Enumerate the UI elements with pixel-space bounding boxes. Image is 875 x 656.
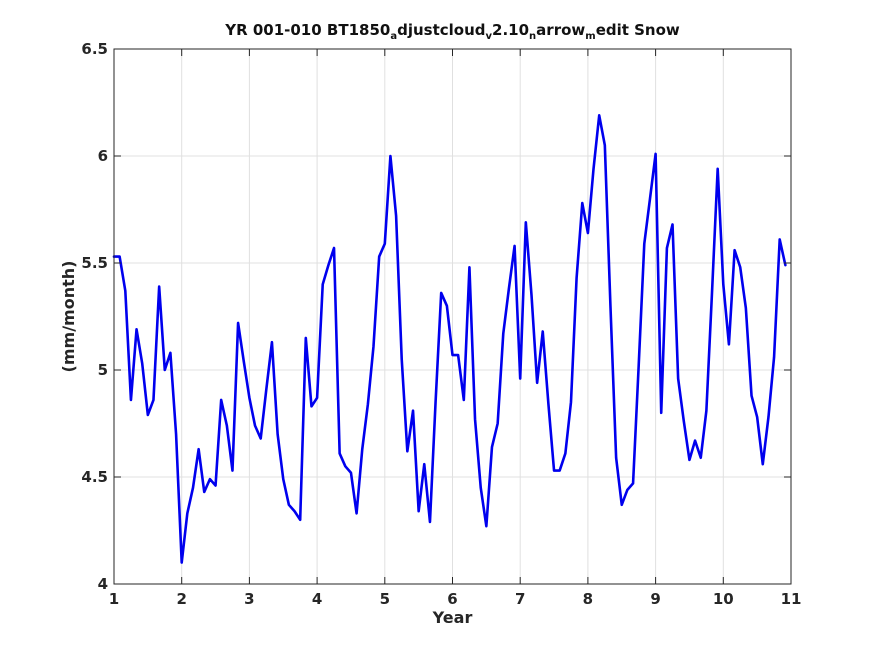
y-tick-label: 6.5	[81, 40, 108, 58]
y-tick-label: 4	[98, 575, 108, 593]
y-tick-label: 6	[98, 147, 108, 165]
x-tick-label: 11	[781, 590, 802, 608]
x-tick-label: 7	[515, 590, 525, 608]
title-segment: edit Snow	[596, 21, 680, 39]
title-subscript: m	[585, 31, 595, 42]
tick-labels: 1 2 3 4 5 6 7 8 9 10 11 4 4.5 5 5.5 6 6.5	[81, 40, 801, 608]
y-tick-label: 5	[98, 361, 108, 379]
y-axis-label: (mm/month)	[59, 261, 78, 373]
x-tick-label: 10	[713, 590, 734, 608]
x-tick-label: 1	[109, 590, 119, 608]
x-tick-label: 6	[447, 590, 457, 608]
y-tick-label: 4.5	[81, 468, 108, 486]
title-subscript: a	[390, 31, 397, 42]
x-axis-label: Year	[432, 608, 473, 627]
x-tick-label: 8	[583, 590, 593, 608]
x-tick-label: 4	[312, 590, 322, 608]
x-tick-label: 2	[176, 590, 186, 608]
series-line	[112, 114, 787, 564]
y-tick-label: 5.5	[81, 254, 108, 272]
title-segment: djustcloud	[397, 21, 485, 39]
title-segment: arrow	[536, 21, 585, 39]
ticks	[113, 48, 792, 585]
title-subscript: n	[529, 31, 536, 42]
series-layer	[112, 114, 787, 564]
title-segment: YR 001-010 BT1850	[224, 21, 390, 39]
x-tick-label: 3	[244, 590, 254, 608]
x-tick-label: 9	[650, 590, 660, 608]
title-segment: 2.10	[492, 21, 529, 39]
title-subscript: v	[486, 31, 493, 42]
chart-title: YR 001-010 BT1850adjustcloudv2.10narrowm…	[224, 21, 680, 42]
x-tick-label: 5	[380, 590, 390, 608]
